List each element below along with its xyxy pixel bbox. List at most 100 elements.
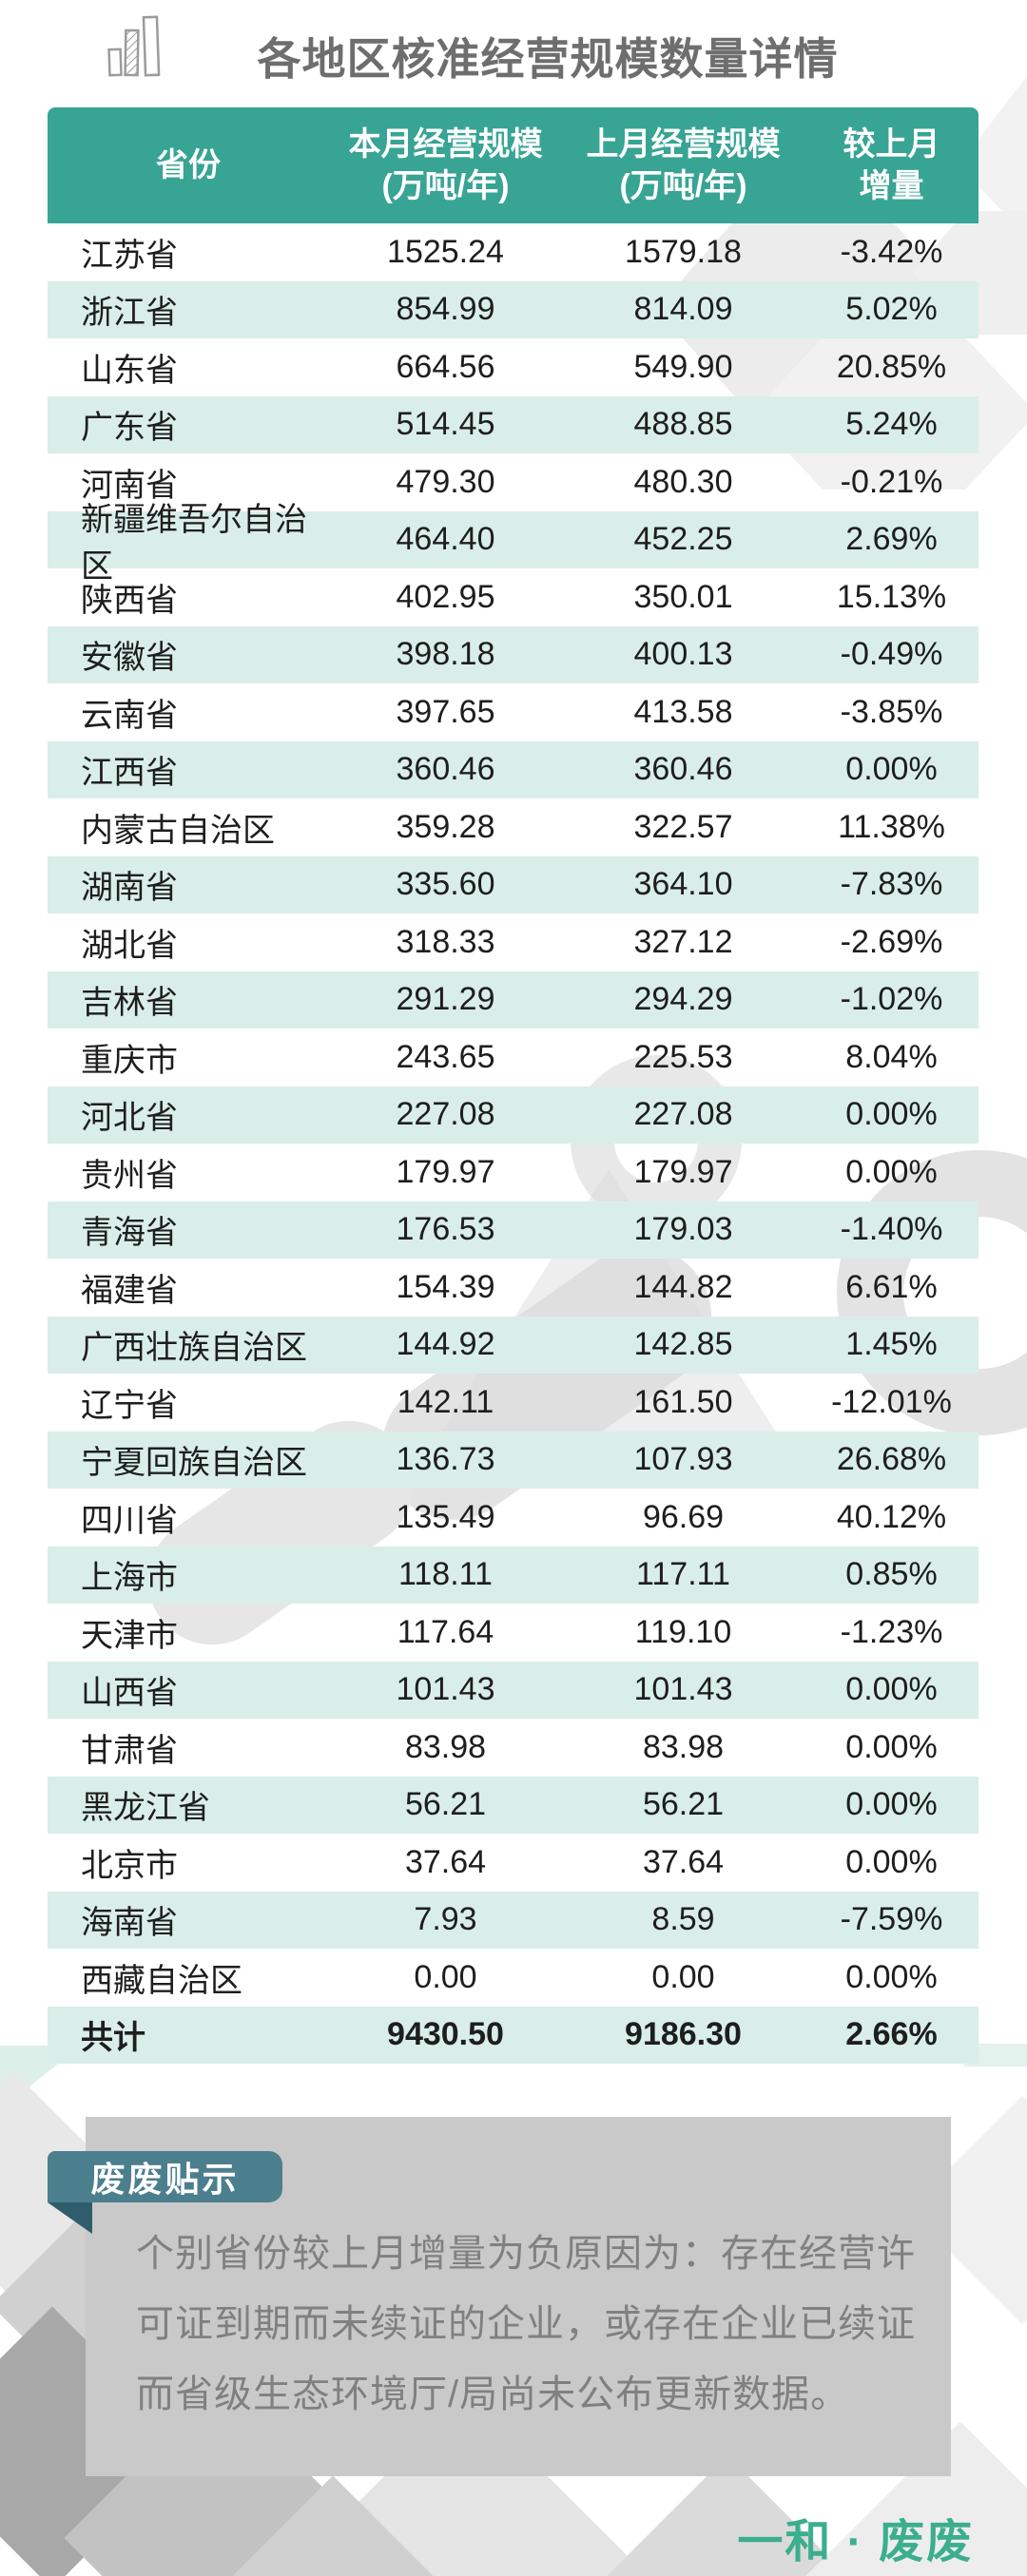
current-month-cell: 1525.24 bbox=[387, 233, 504, 270]
table-row: 吉林省 291.29 294.29 -1.02% bbox=[48, 971, 979, 1028]
note-badge: 废废贴示 bbox=[48, 2151, 282, 2202]
current-month-cell: 227.08 bbox=[396, 1096, 495, 1133]
previous-month-cell: 480.30 bbox=[633, 463, 733, 500]
table-row: 湖北省 318.33 327.12 -2.69% bbox=[48, 913, 979, 971]
table-row: 黑龙江省 56.21 56.21 0.00% bbox=[48, 1776, 979, 1834]
province-cell: 北京市 bbox=[81, 1847, 178, 1884]
current-month-cell: 176.53 bbox=[396, 1211, 495, 1248]
previous-month-cell: 327.12 bbox=[633, 923, 733, 960]
previous-month-cell: 8.59 bbox=[651, 1901, 715, 1938]
province-cell: 河南省 bbox=[81, 467, 178, 504]
change-cell: -0.21% bbox=[840, 463, 943, 500]
previous-month-cell: 350.01 bbox=[633, 578, 733, 615]
current-month-cell: 360.46 bbox=[396, 751, 495, 788]
previous-month-cell: 0.00 bbox=[651, 1958, 715, 1995]
change-cell: 40.12% bbox=[836, 1498, 947, 1535]
change-cell: 5.24% bbox=[845, 406, 938, 443]
province-cell: 山东省 bbox=[81, 352, 178, 389]
total-current-cell: 9430.50 bbox=[387, 2016, 504, 2053]
previous-month-cell: 37.64 bbox=[642, 1843, 725, 1880]
change-cell: 8.04% bbox=[845, 1038, 938, 1075]
previous-month-cell: 360.46 bbox=[633, 751, 733, 788]
province-cell: 山西省 bbox=[81, 1675, 178, 1712]
current-month-cell: 402.95 bbox=[396, 578, 495, 615]
previous-month-cell: 322.57 bbox=[633, 808, 733, 845]
change-cell: -0.49% bbox=[840, 636, 943, 673]
current-month-cell: 335.60 bbox=[396, 866, 495, 903]
previous-month-cell: 83.98 bbox=[642, 1728, 725, 1765]
column-header-unit: 增量 bbox=[859, 168, 924, 204]
note-text: 个别省份较上月增量为负原因为：存在经营许 可证到期而未续证的企业，或存在企业已续… bbox=[136, 2219, 925, 2430]
change-cell: -1.02% bbox=[840, 981, 943, 1018]
total-previous-cell: 9186.30 bbox=[625, 2016, 742, 2053]
change-cell: 26.68% bbox=[836, 1441, 947, 1478]
current-month-cell: 101.43 bbox=[396, 1671, 495, 1708]
column-header-unit: (万吨/年) bbox=[619, 168, 747, 204]
column-header-label: 本月经营规模 bbox=[348, 126, 543, 163]
change-cell: 6.61% bbox=[845, 1268, 938, 1305]
previous-month-cell: 117.11 bbox=[636, 1556, 730, 1593]
current-month-cell: 318.33 bbox=[396, 923, 495, 960]
column-header-label: 省份 bbox=[156, 147, 221, 183]
change-cell: 15.13% bbox=[836, 578, 947, 615]
table-row: 江西省 360.46 360.46 0.00% bbox=[48, 740, 979, 798]
province-cell: 河北省 bbox=[81, 1100, 178, 1137]
previous-month-cell: 56.21 bbox=[642, 1786, 725, 1823]
previous-month-cell: 413.58 bbox=[633, 693, 733, 730]
bg-diamond bbox=[184, 2475, 481, 2576]
province-cell: 广西壮族自治区 bbox=[81, 1330, 307, 1367]
current-month-cell: 135.49 bbox=[396, 1498, 495, 1535]
previous-month-cell: 101.43 bbox=[633, 1671, 733, 1708]
table-row: 广西壮族自治区 144.92 142.85 1.45% bbox=[48, 1316, 979, 1374]
note-text-line: 个别省份较上月增量为负原因为：存在经营许 bbox=[136, 2233, 916, 2275]
change-cell: 0.00% bbox=[845, 1096, 938, 1133]
table-row: 甘肃省 83.98 83.98 0.00% bbox=[48, 1719, 979, 1777]
previous-month-cell: 179.97 bbox=[633, 1153, 733, 1190]
previous-month-cell: 488.85 bbox=[633, 406, 733, 443]
province-cell: 湖北省 bbox=[81, 927, 178, 964]
previous-month-cell: 814.09 bbox=[633, 291, 733, 328]
table-header-row: 省份 本月经营规模 (万吨/年) 上月经营规模 (万吨/年) 较上月 增量 bbox=[48, 107, 979, 223]
province-cell: 云南省 bbox=[81, 697, 178, 734]
current-month-cell: 37.64 bbox=[404, 1843, 487, 1880]
province-cell: 湖南省 bbox=[81, 870, 178, 907]
province-cell: 江西省 bbox=[81, 755, 178, 792]
change-cell: -12.01% bbox=[831, 1383, 952, 1420]
province-cell: 安徽省 bbox=[81, 640, 178, 677]
current-month-cell: 144.92 bbox=[396, 1326, 495, 1363]
column-header-current-month: 本月经营规模 (万吨/年) bbox=[329, 107, 562, 223]
change-cell: -7.59% bbox=[840, 1901, 943, 1938]
change-cell: 5.02% bbox=[845, 291, 938, 328]
total-label-cell: 共计 bbox=[81, 2020, 145, 2057]
table-row: 上海市 118.11 117.11 0.85% bbox=[48, 1546, 979, 1604]
bar-chart-icon bbox=[107, 13, 167, 85]
table-row: 山西省 101.43 101.43 0.00% bbox=[48, 1661, 979, 1719]
table-row: 安徽省 398.18 400.13 -0.49% bbox=[48, 625, 979, 683]
change-cell: -1.23% bbox=[840, 1613, 943, 1650]
province-cell: 重庆市 bbox=[81, 1042, 178, 1079]
current-month-cell: 514.45 bbox=[396, 406, 495, 443]
province-cell: 黑龙江省 bbox=[81, 1790, 210, 1827]
previous-month-cell: 452.25 bbox=[633, 521, 733, 558]
province-cell: 内蒙古自治区 bbox=[81, 812, 275, 849]
change-cell: 0.00% bbox=[845, 1728, 938, 1765]
change-cell: 0.00% bbox=[845, 1786, 938, 1823]
column-header-change: 较上月 增量 bbox=[804, 107, 979, 223]
change-cell: 1.45% bbox=[845, 1326, 938, 1363]
current-month-cell: 397.65 bbox=[396, 693, 495, 730]
page-title: 各地区核准经营规模数量详情 bbox=[257, 34, 839, 84]
current-month-cell: 83.98 bbox=[404, 1728, 487, 1765]
table-row: 重庆市 243.65 225.53 8.04% bbox=[48, 1028, 979, 1086]
current-month-cell: 154.39 bbox=[396, 1268, 495, 1305]
table-row: 新疆维吾尔自治区 464.40 452.25 2.69% bbox=[48, 502, 979, 585]
province-cell: 宁夏回族自治区 bbox=[81, 1445, 307, 1482]
province-cell: 新疆维吾尔自治区 bbox=[81, 501, 307, 585]
change-cell: -7.83% bbox=[840, 866, 943, 903]
column-header-province: 省份 bbox=[48, 107, 329, 223]
current-month-cell: 398.18 bbox=[396, 636, 495, 673]
change-cell: -2.69% bbox=[840, 923, 943, 960]
province-cell: 浙江省 bbox=[81, 295, 178, 332]
current-month-cell: 664.56 bbox=[396, 348, 495, 385]
province-cell: 西藏自治区 bbox=[81, 1962, 242, 1999]
